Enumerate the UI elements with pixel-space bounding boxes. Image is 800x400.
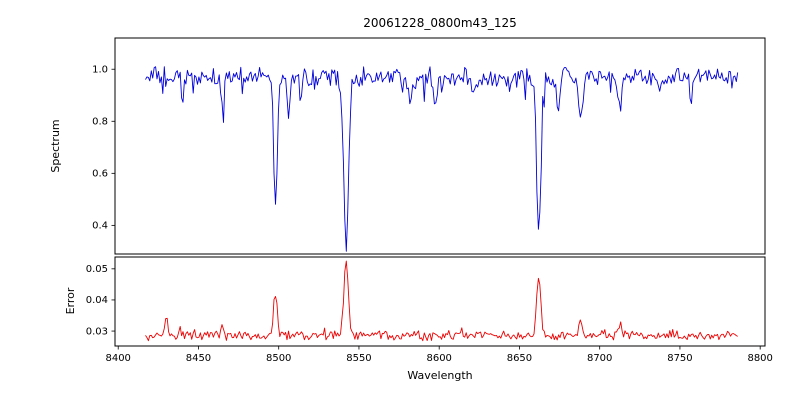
x-tick-label: 8500 — [266, 353, 291, 364]
x-tick-label: 8600 — [426, 353, 451, 364]
x-tick-label: 8650 — [507, 353, 532, 364]
spectrum-y-axis-label: Spectrum — [49, 119, 62, 172]
spectrum-y-tick-label: 0.8 — [92, 116, 108, 127]
error-panel-border — [114, 256, 766, 347]
x-tick-label: 8700 — [587, 353, 612, 364]
x-tick-label: 8400 — [105, 353, 130, 364]
spectrum-panel-border — [114, 37, 766, 255]
error-y-tick-label: 0.05 — [86, 264, 108, 275]
error-y-tick-label: 0.03 — [86, 326, 108, 337]
x-tick-label: 8550 — [346, 353, 371, 364]
x-axis-label: Wavelength — [407, 369, 472, 382]
x-tick-label: 8750 — [667, 353, 692, 364]
x-tick-label: 8800 — [747, 353, 772, 364]
spectrum-line — [145, 66, 739, 252]
plot-area: 0.4 0.6 0.8 1.0 0.03 0.04 0.05 8400 8450 8500 8550… — [86, 37, 773, 364]
error-line — [145, 260, 738, 342]
spectrum-y-tick-label: 0.4 — [92, 221, 108, 232]
error-y-tick-label: 0.04 — [86, 295, 108, 306]
error-y-axis-label: Error — [64, 287, 77, 314]
chart-title: 20061228_0800m43_125 — [363, 16, 516, 30]
spectrum-y-tick-label: 1.0 — [92, 64, 108, 75]
x-tick-label: 8450 — [186, 353, 211, 364]
spectrum-y-tick-label: 0.6 — [92, 169, 108, 180]
